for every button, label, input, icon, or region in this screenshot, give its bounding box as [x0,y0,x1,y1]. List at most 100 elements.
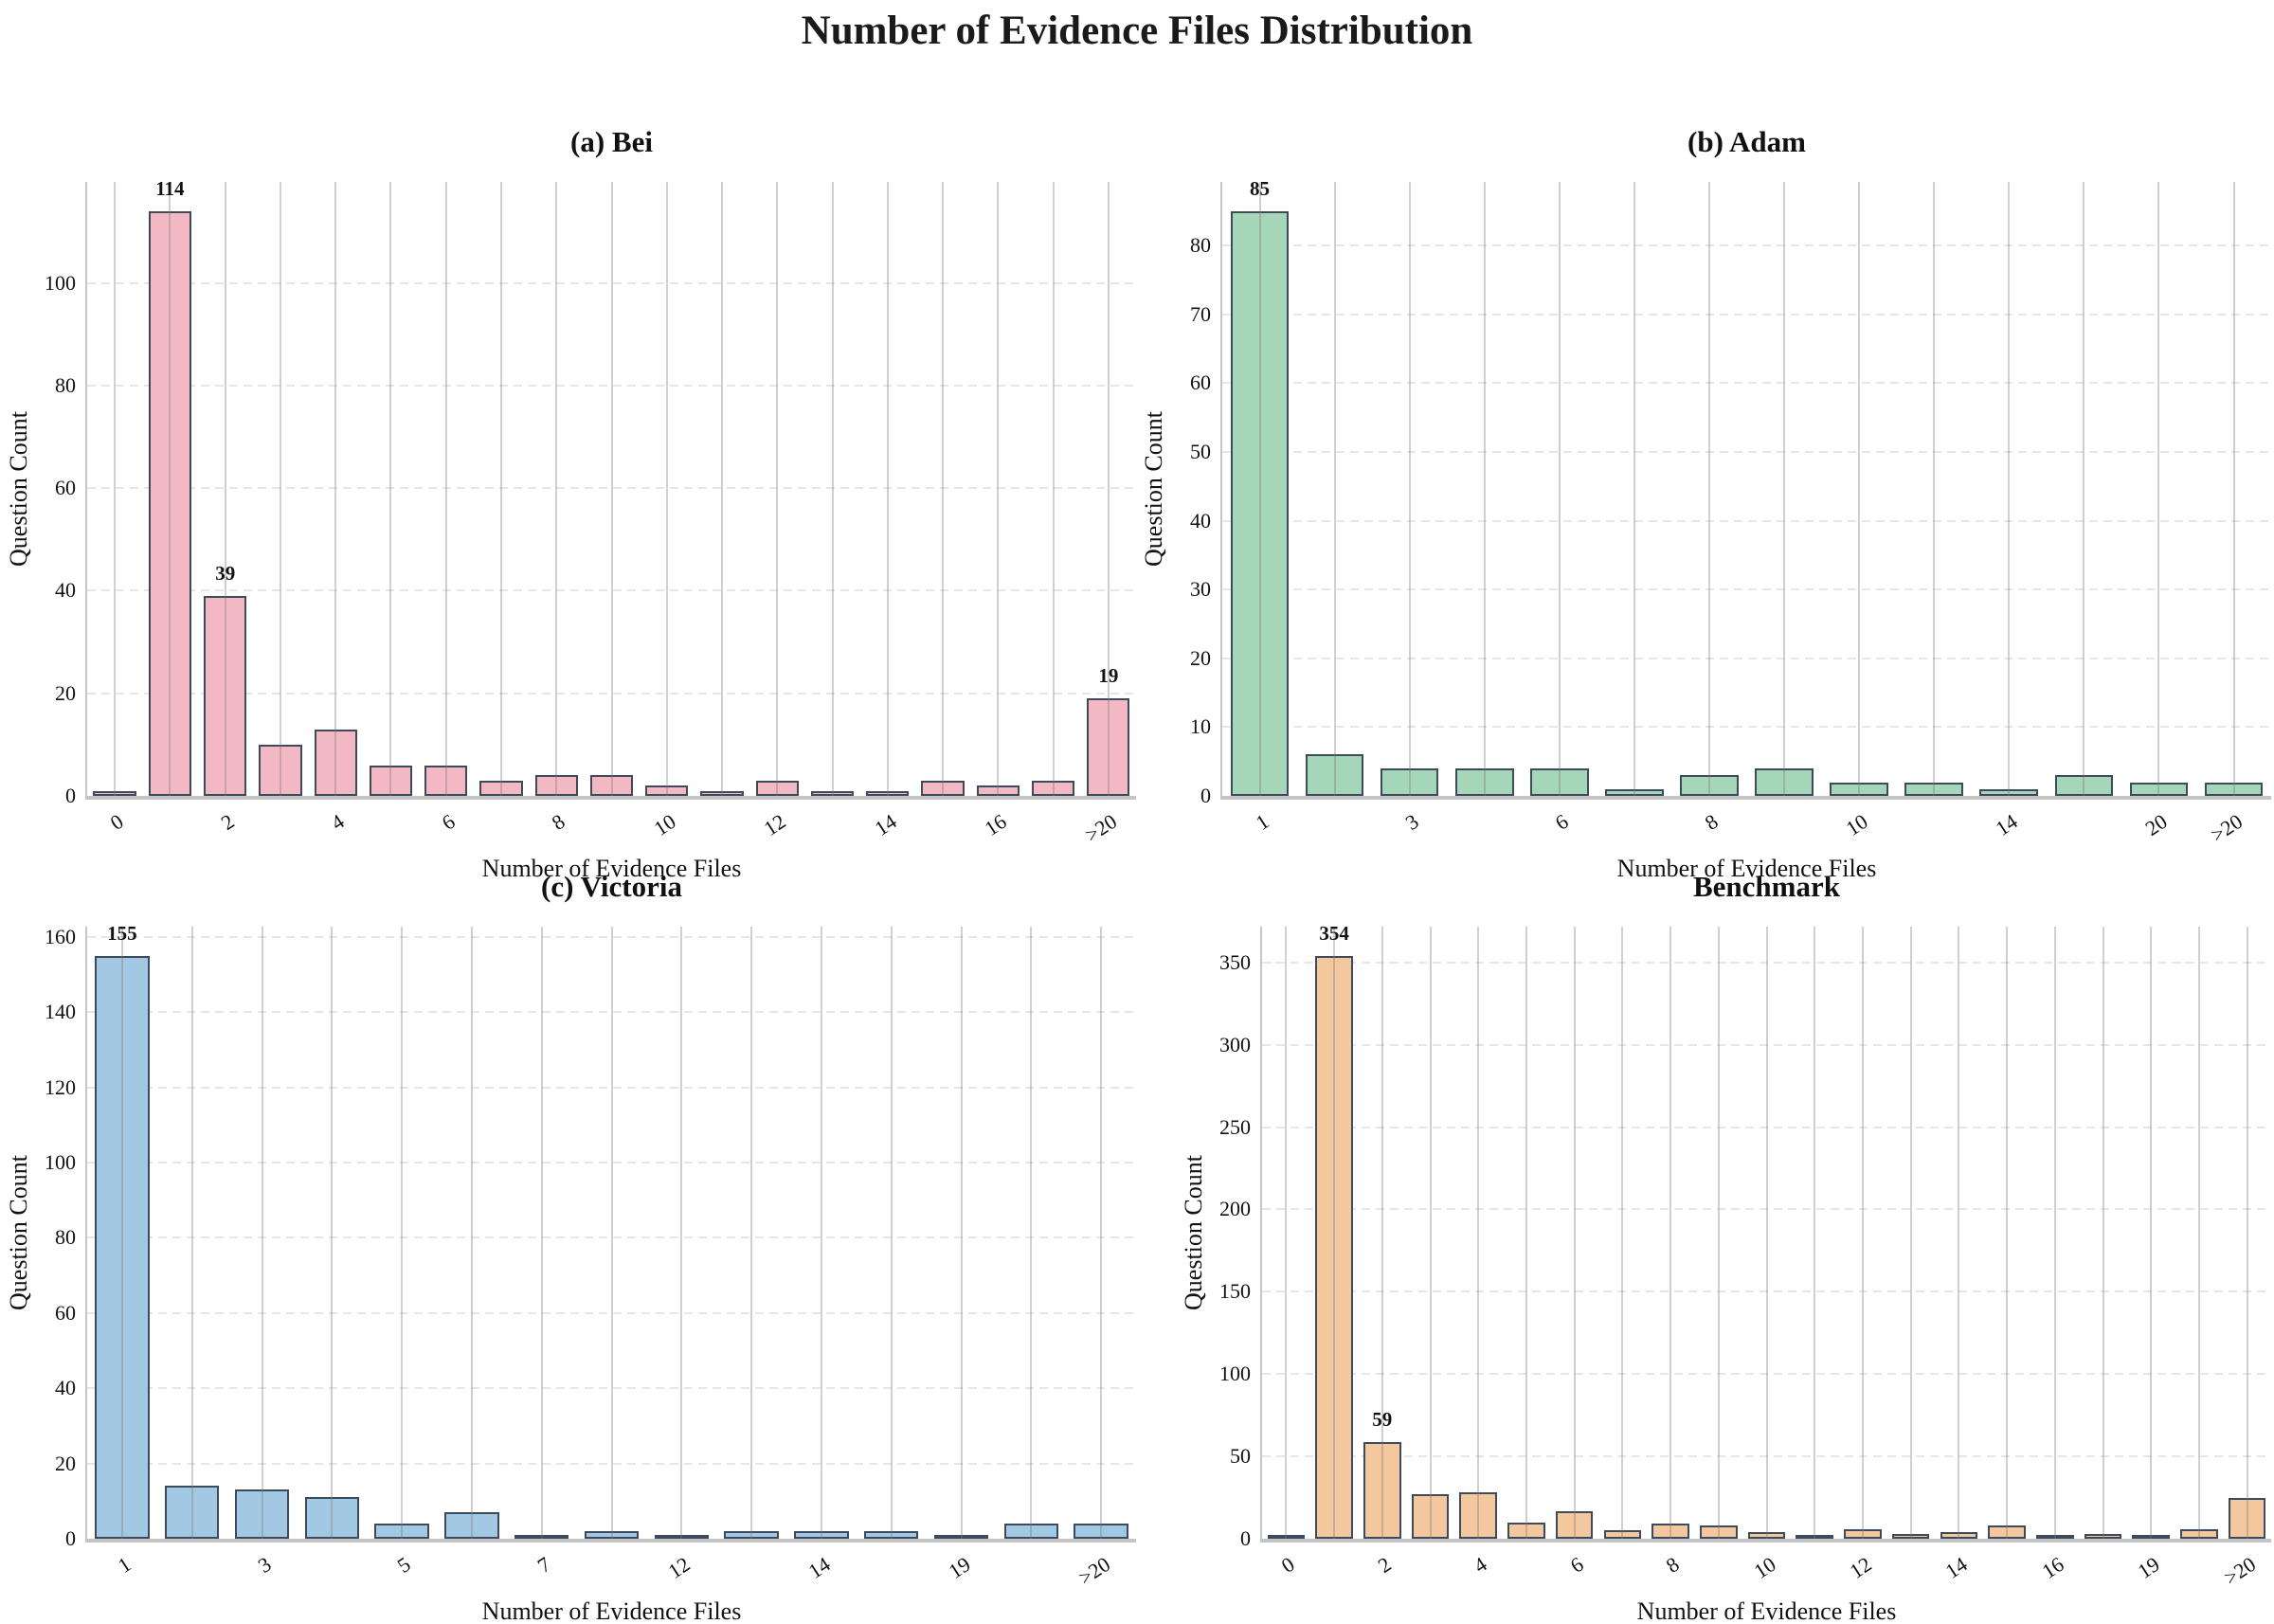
bar-benchmark-12 [1844,1528,1882,1539]
h-gridline [87,1311,1136,1314]
y-tick-label: 40 [55,1376,76,1400]
h-gridline [1222,657,2271,659]
bar-bei-12 [755,780,799,796]
x-axis-label: Number of Evidence Files [1636,1597,1897,1624]
v-gridline [1052,182,1055,796]
v-gridline [1525,927,1527,1539]
y-tick-label: 0 [1200,784,1211,807]
y-axis-label: Question Count [1140,411,1167,567]
h-gridline [87,487,1136,490]
x-tick-label: 7 [532,1552,555,1578]
x-tick-label: 12 [663,1552,695,1583]
v-gridline [120,927,123,1539]
h-gridline [1222,382,2271,385]
bar-adam-3 [1380,768,1439,796]
bar-bei-10 [645,785,689,796]
x-tick-label: 14 [1940,1552,1973,1583]
v-gridline [750,927,753,1539]
x-tick-label: 8 [1661,1552,1684,1578]
x-tick-label: 5 [392,1552,415,1578]
bar-victoria-7 [514,1535,569,1539]
bar-victoria-14 [794,1531,849,1539]
v-gridline [1669,927,1672,1539]
bar-victoria-4 [304,1497,360,1539]
h-gridline [1222,519,2271,522]
x-tick-label: >20 [1081,809,1122,847]
h-gridline [87,1086,1136,1089]
bar-victoria-12 [654,1535,710,1539]
v-gridline [1558,182,1561,796]
v-gridline [1621,927,1624,1539]
y-tick-label: 60 [55,1300,76,1325]
x-tick-label: 6 [437,809,460,835]
v-gridline [1765,927,1768,1539]
x-tick-label: >20 [1074,1552,1114,1590]
v-gridline [1858,182,1861,796]
bar-adam->20 [2204,782,2264,796]
bar-bei-17 [1031,780,1075,796]
v-gridline [401,927,404,1539]
bar-benchmark-7 [1603,1530,1642,1539]
v-gridline [1030,927,1033,1539]
h-gridline [1262,1373,2271,1376]
bar-adam-12 [1904,782,1963,796]
x-tick-label: 10 [649,809,680,840]
bar-adam-15 [2054,775,2114,796]
v-gridline [960,927,963,1539]
bar-bei-8 [534,775,578,796]
v-gridline [2157,182,2160,796]
v-gridline [1783,182,1785,796]
v-gridline [680,927,683,1539]
bar-benchmark-5 [1507,1522,1545,1539]
y-tick-label: 40 [55,578,76,603]
bar-value-label: 155 [107,921,137,945]
x-tick-label: 20 [2140,809,2173,840]
v-gridline [1717,927,1720,1539]
y-tick-label: 20 [55,1451,76,1475]
bar-victoria-15 [863,1531,919,1539]
y-tick-label: 10 [1190,714,1211,739]
page-title: Number of Evidence Files Distribution [801,9,1473,53]
bar-bei-4 [314,729,357,796]
h-gridline [87,1162,1136,1164]
bar-bei-7 [479,780,523,796]
bar-bei-2 [203,595,247,796]
v-gridline [942,182,945,796]
x-tick-label: 14 [870,809,901,840]
chart-adam: (b) Adam 0 10 20 30 40 50 60 70 80 1 3 6 8 10 14 20 >20 85… [1140,125,2271,882]
v-gridline [1814,927,1816,1539]
v-gridline [1933,182,1936,796]
chart-title-benchmark: Benchmark [1693,870,1840,903]
v-gridline [2246,927,2248,1539]
v-gridline [2232,182,2235,796]
v-gridline [1381,927,1383,1539]
y-tick-label: 60 [55,476,76,500]
h-gridline [87,281,1136,284]
v-gridline [2083,182,2085,796]
bar-value-label: 19 [1098,664,1119,688]
bar-benchmark-15 [1988,1525,2026,1539]
v-gridline [997,182,1000,796]
v-gridline [1429,927,1432,1539]
h-gridline [1262,1455,2271,1458]
bar-benchmark-10 [1747,1532,1786,1539]
x-tick-label: 0 [105,809,128,835]
x-tick-label: 3 [1400,809,1423,835]
bar-benchmark-1 [1315,955,1353,1539]
x-tick-label: 6 [1565,1552,1588,1578]
bar-benchmark-6 [1555,1510,1594,1539]
x-tick-label: 2 [216,809,239,835]
x-tick-label: 10 [1841,809,1872,840]
y-tick-label: 60 [1190,370,1211,395]
v-gridline [890,927,893,1539]
x-tick-label: 4 [326,809,349,835]
x-axis-label: Number of Evidence Files [1616,855,1877,882]
h-gridline [1262,1290,2271,1293]
v-gridline [2053,927,2056,1539]
bar-adam-1 [1230,210,1290,796]
v-gridline [1573,927,1576,1539]
h-gridline [87,1236,1136,1239]
h-gridline [1262,1043,2271,1046]
h-gridline [87,935,1136,938]
bar-victoria->20 [1074,1524,1128,1539]
